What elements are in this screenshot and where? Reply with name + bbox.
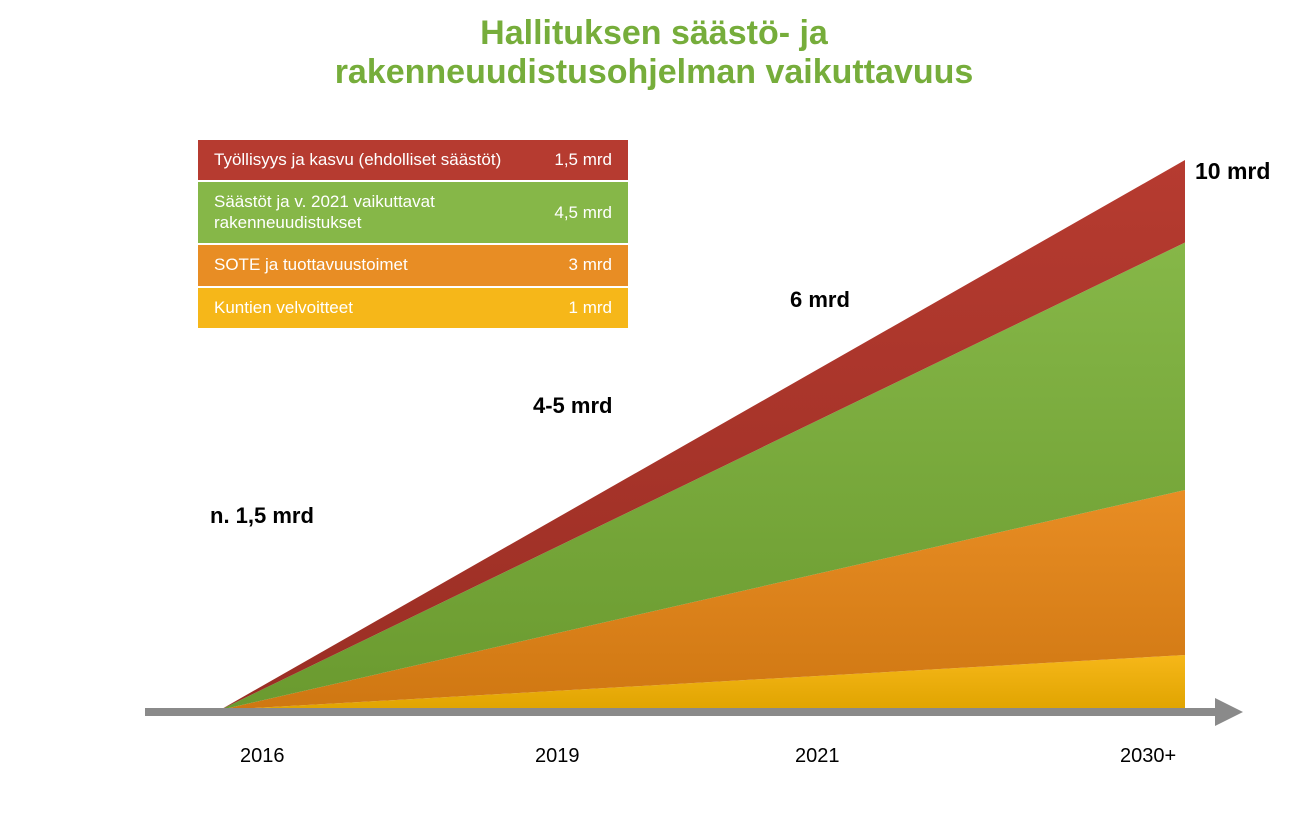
chart-title: Hallituksen säästö- ja rakenneuudistusoh… (0, 14, 1308, 92)
legend-row: Säästöt ja v. 2021 vaikuttavat rakenneuu… (198, 182, 628, 245)
legend: Työllisyys ja kasvu (ehdolliset säästöt)… (198, 140, 628, 330)
legend-value: 3 mrd (569, 255, 612, 275)
legend-row: Kuntien velvoitteet1 mrd (198, 288, 628, 330)
legend-value: 1,5 mrd (554, 150, 612, 170)
legend-label: Työllisyys ja kasvu (ehdolliset säästöt) (214, 150, 554, 170)
area-chart (0, 0, 1308, 816)
chart-title-line2: rakenneuudistusohjelman vaikuttavuus (0, 53, 1308, 92)
legend-label: Kuntien velvoitteet (214, 298, 569, 318)
legend-label: SOTE ja tuottavuustoimet (214, 255, 569, 275)
chart-title-line1: Hallituksen säästö- ja (0, 14, 1308, 53)
chart-container: Hallituksen säästö- ja rakenneuudistusoh… (0, 0, 1308, 816)
chart-annotation: 10 mrd (1195, 158, 1270, 185)
x-axis-label: 2016 (240, 745, 285, 768)
legend-row: Työllisyys ja kasvu (ehdolliset säästöt)… (198, 140, 628, 182)
x-axis-label: 2030+ (1120, 745, 1176, 768)
x-axis-label: 2019 (535, 745, 580, 768)
chart-annotation: 6 mrd (790, 287, 850, 313)
x-axis-label: 2021 (795, 745, 840, 768)
legend-value: 4,5 mrd (554, 203, 612, 223)
legend-value: 1 mrd (569, 298, 612, 318)
legend-row: SOTE ja tuottavuustoimet3 mrd (198, 245, 628, 287)
legend-label: Säästöt ja v. 2021 vaikuttavat rakenneuu… (214, 192, 554, 233)
chart-annotation: n. 1,5 mrd (210, 503, 314, 529)
chart-annotation: 4-5 mrd (533, 393, 612, 419)
